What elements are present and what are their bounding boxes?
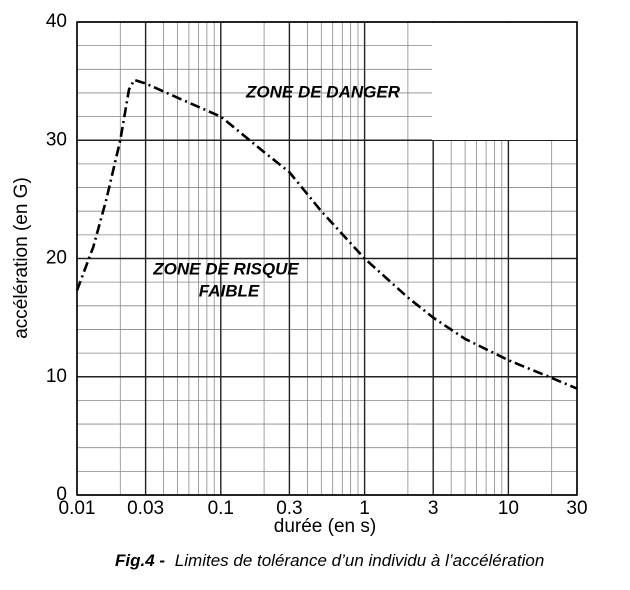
x-tick-label: 30 xyxy=(566,498,587,519)
y-tick-label: 10 xyxy=(46,366,67,387)
annotation: FAIBLE xyxy=(199,281,260,300)
y-tick-label: 30 xyxy=(46,129,67,150)
y-tick-label: 20 xyxy=(46,248,67,269)
x-tick-label: 3 xyxy=(428,498,439,519)
annotation: ZONE DE RISQUE xyxy=(152,259,299,278)
x-tick-label: 0.3 xyxy=(276,498,302,519)
x-tick-label: 0.1 xyxy=(208,498,234,519)
plot-frame xyxy=(76,21,578,496)
y-tick-label: 40 xyxy=(46,11,67,32)
caption-label: Fig.4 - xyxy=(115,551,165,570)
annotation: ZONE DE DANGER xyxy=(245,82,401,101)
caption-text: Limites de tolérance d’un individu à l’a… xyxy=(175,551,545,570)
x-tick-label: 0.03 xyxy=(127,498,164,519)
x-axis-label: durée (en s) xyxy=(274,516,376,537)
y-axis-label: accélération (en G) xyxy=(11,177,32,339)
caption: Fig.4 - Limites de tolérance d’un indivi… xyxy=(115,551,544,570)
danger-blank xyxy=(432,23,576,140)
data-line xyxy=(75,78,578,390)
y-tick-label: 0 xyxy=(56,484,67,505)
x-tick-label: 1 xyxy=(359,498,370,519)
x-tick-label: 0.01 xyxy=(59,498,96,519)
x-tick-label: 10 xyxy=(498,498,519,519)
